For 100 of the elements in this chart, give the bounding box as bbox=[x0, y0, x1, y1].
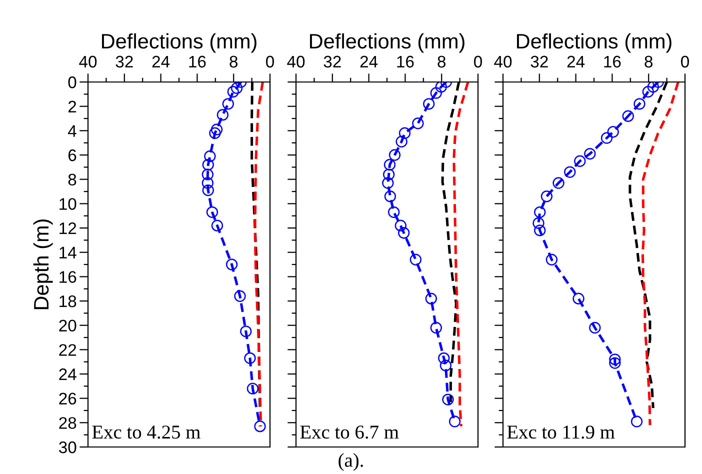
y-tick-label: 2 bbox=[68, 100, 76, 112]
point bbox=[234, 290, 246, 302]
point bbox=[209, 127, 221, 139]
point bbox=[532, 217, 544, 229]
x-tick-label: 8 bbox=[230, 56, 238, 68]
point bbox=[546, 254, 558, 266]
point bbox=[388, 206, 400, 218]
y-tick-label: 0 bbox=[68, 76, 76, 88]
point bbox=[540, 190, 553, 202]
x-tick-label: 40 bbox=[287, 56, 305, 68]
point bbox=[438, 352, 450, 364]
point bbox=[382, 177, 394, 189]
point bbox=[246, 382, 259, 394]
y-axis-title: Depth (m) bbox=[33, 219, 53, 310]
point bbox=[609, 357, 621, 369]
x-axis-title: Deflections (mm) bbox=[310, 33, 464, 53]
x-tick-label: 40 bbox=[494, 56, 512, 68]
y-tick-label: 14 bbox=[60, 246, 76, 258]
point bbox=[388, 149, 401, 161]
y-tick-label: 12 bbox=[60, 222, 76, 234]
point bbox=[430, 87, 442, 99]
point bbox=[227, 86, 239, 98]
annotation: Exc to 4.25 m bbox=[92, 426, 200, 439]
point bbox=[394, 220, 406, 232]
x-tick-label: 16 bbox=[189, 56, 206, 68]
point bbox=[564, 166, 576, 178]
point bbox=[642, 86, 654, 98]
point bbox=[254, 420, 266, 432]
point bbox=[622, 110, 634, 122]
annotation: Exc to 11.9 m bbox=[507, 426, 615, 439]
point bbox=[412, 118, 424, 130]
point bbox=[382, 168, 395, 180]
x-tick-label: 32 bbox=[530, 56, 548, 68]
y-tick-label: 30 bbox=[58, 441, 76, 454]
x-tick-label: 24 bbox=[360, 56, 378, 68]
y-tick-label: 26 bbox=[59, 392, 76, 405]
x-tick-label: 16 bbox=[604, 56, 621, 68]
x-tick-label: 8 bbox=[644, 56, 653, 68]
x-tick-label: 40 bbox=[79, 56, 97, 68]
point bbox=[572, 292, 584, 304]
y-tick-label: 4 bbox=[68, 125, 76, 137]
point bbox=[574, 155, 586, 167]
x-tick-label: 32 bbox=[324, 56, 341, 68]
point bbox=[230, 82, 243, 94]
point bbox=[534, 206, 546, 218]
point bbox=[384, 190, 396, 202]
x-tick-label: 0 bbox=[681, 56, 689, 68]
point bbox=[210, 124, 223, 136]
y-tick-label: 10 bbox=[60, 198, 76, 210]
point bbox=[202, 168, 214, 180]
y-tick-label: 8 bbox=[68, 174, 76, 186]
point bbox=[425, 292, 437, 304]
x-axis-title: Deflections (mm) bbox=[102, 33, 256, 53]
point bbox=[630, 416, 643, 428]
point bbox=[410, 254, 422, 266]
x-tick-label: 0 bbox=[474, 56, 482, 68]
point bbox=[589, 322, 601, 334]
point bbox=[430, 322, 442, 334]
point bbox=[600, 132, 613, 144]
x-tick-label: 8 bbox=[438, 56, 446, 68]
point bbox=[384, 158, 396, 171]
point bbox=[448, 416, 461, 428]
x-tick-label: 0 bbox=[266, 56, 274, 68]
point bbox=[423, 98, 435, 110]
point bbox=[442, 394, 454, 406]
point bbox=[202, 184, 214, 196]
x-axis-title: Deflections (mm) bbox=[517, 33, 672, 53]
point bbox=[222, 98, 234, 110]
point bbox=[216, 109, 229, 121]
y-tick-label: 24 bbox=[59, 368, 76, 380]
y-tick-label: 22 bbox=[59, 344, 76, 356]
y-tick-label: 20 bbox=[59, 320, 76, 332]
x-tick-label: 24 bbox=[567, 56, 585, 68]
point bbox=[211, 220, 224, 232]
x-tick-label: 24 bbox=[152, 56, 170, 68]
point bbox=[584, 148, 596, 160]
x-tick-label: 16 bbox=[397, 56, 414, 68]
x-tick-label: 32 bbox=[116, 56, 133, 68]
point bbox=[534, 224, 546, 236]
annotation: Exc to 6.7 m bbox=[300, 426, 399, 439]
point bbox=[552, 177, 564, 189]
y-tick-label: 28 bbox=[59, 417, 76, 429]
text: (a). bbox=[338, 453, 363, 471]
point bbox=[398, 227, 410, 239]
point bbox=[398, 127, 411, 139]
point bbox=[202, 177, 214, 189]
point bbox=[435, 82, 447, 93]
point bbox=[396, 136, 408, 148]
point bbox=[240, 326, 252, 338]
point bbox=[634, 98, 646, 110]
y-tick-label: 6 bbox=[68, 149, 76, 162]
point bbox=[204, 150, 216, 162]
y-tick-label: 16 bbox=[60, 271, 76, 283]
point bbox=[609, 354, 621, 366]
point bbox=[202, 158, 214, 171]
y-tick-label: 18 bbox=[60, 295, 76, 308]
point bbox=[206, 206, 218, 218]
point bbox=[647, 82, 659, 93]
point bbox=[226, 258, 238, 270]
point bbox=[607, 126, 619, 138]
